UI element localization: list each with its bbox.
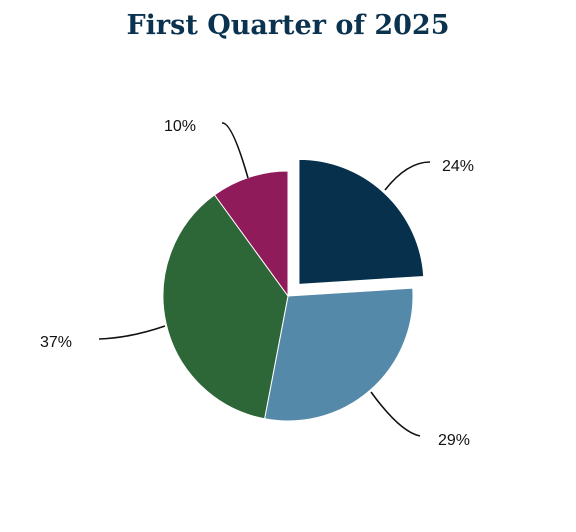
slice-label: 37% (40, 334, 72, 351)
slice-labels: 24% 29% 37% 10% (40, 118, 474, 449)
pie-slice-29-pct (263, 287, 414, 422)
leader-line (370, 391, 421, 437)
slice-label: 10% (164, 118, 196, 135)
leader-line (384, 161, 431, 191)
pie-slice-10-pct (213, 170, 289, 298)
leader-lines (98, 122, 431, 437)
pie-slice-24-pct (298, 158, 425, 285)
leader-line (98, 325, 166, 340)
pie-slice-37-pct (162, 194, 289, 420)
leader-line (221, 122, 249, 179)
chart-title: First Quarter of 2025 (126, 10, 450, 41)
slice-label: 29% (438, 432, 470, 449)
slice-label: 24% (442, 158, 474, 175)
pie-slices (162, 158, 425, 422)
